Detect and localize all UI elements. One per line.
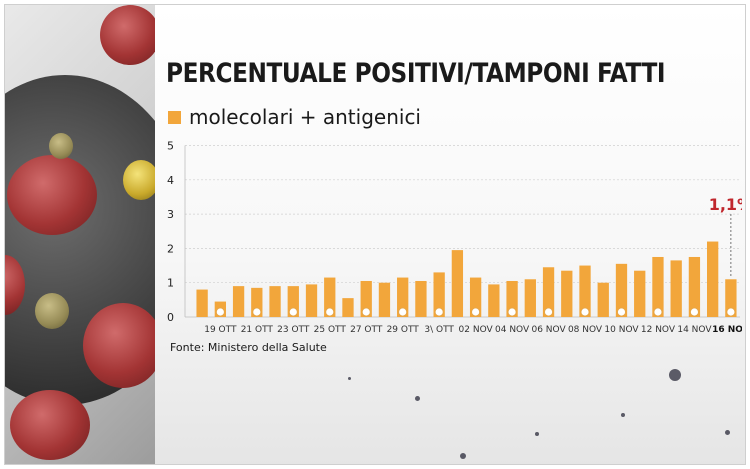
bar-marker	[252, 307, 262, 317]
spike-protein-icon	[49, 133, 73, 159]
x-tick-label: 19 OTT	[204, 325, 237, 335]
bar	[378, 282, 391, 317]
bar-marker	[398, 307, 408, 317]
legend-label: molecolari + antigenici	[189, 105, 421, 129]
bar	[232, 286, 245, 317]
y-tick-label: 1	[167, 277, 174, 290]
bar-marker	[726, 307, 736, 317]
decorative-dot	[621, 413, 625, 417]
x-tick-label: 02 NOV	[459, 325, 494, 335]
x-tick-label: 21 OTT	[241, 325, 274, 335]
y-tick-label: 0	[167, 311, 174, 324]
spike-protein-icon	[35, 293, 69, 329]
x-tick-label: 23 OTT	[277, 325, 310, 335]
spike-protein-icon	[5, 255, 25, 315]
x-tick-label: 12 NOV	[641, 325, 676, 335]
x-tick-label: 04 NOV	[495, 325, 530, 335]
bar-marker	[617, 307, 626, 317]
bar-chart: 0 1 2 3 4 5 19 OTT 21 OTT 23 OTT 25 OTT 27 OTT 29 O…	[167, 140, 742, 336]
x-tick-label: 25 OTT	[314, 325, 347, 335]
bar	[397, 277, 409, 317]
y-tick-label: 4	[167, 174, 174, 187]
bar	[360, 280, 372, 317]
bar	[324, 277, 336, 317]
bar	[725, 279, 737, 317]
x-tick-label: 16 NOV	[712, 325, 742, 335]
bar-marker	[544, 307, 553, 317]
bar-marker	[580, 307, 590, 317]
spike-protein-icon	[83, 303, 155, 388]
bar	[469, 277, 482, 317]
bar	[706, 241, 719, 317]
bar	[615, 263, 628, 317]
bar	[342, 298, 354, 317]
decorative-dot	[348, 377, 351, 380]
bar	[433, 272, 445, 317]
bar	[251, 287, 263, 317]
bar	[670, 260, 682, 317]
x-tick-label: 08 NOV	[568, 325, 603, 335]
bar	[287, 286, 299, 317]
bar-marker	[653, 307, 663, 317]
bar-marker	[690, 307, 699, 317]
bar-marker	[361, 307, 371, 317]
bar-marker	[288, 307, 298, 317]
x-tick-label: 10 NOV	[604, 325, 639, 335]
y-tick-label: 5	[167, 140, 174, 153]
bar	[561, 270, 573, 317]
bar-marker	[507, 307, 517, 317]
bar	[579, 265, 591, 317]
bar	[597, 282, 609, 317]
decorative-dot	[460, 453, 466, 459]
x-tick-label: 06 NOV	[531, 325, 566, 335]
x-tick-label: 14 NOV	[677, 325, 712, 335]
chart-title: PERCENTUALE POSITIVI/TAMPONI FATTI	[166, 58, 666, 89]
legend-swatch	[168, 110, 181, 124]
image-frame	[4, 4, 746, 465]
bar	[415, 280, 427, 317]
virus-photo	[5, 5, 155, 464]
bar	[524, 279, 536, 317]
bar	[634, 270, 646, 317]
spike-protein-icon	[123, 160, 155, 200]
bar-marker	[434, 307, 444, 317]
y-tick-label: 3	[167, 208, 174, 221]
decorative-dot	[415, 396, 420, 401]
bar	[542, 267, 555, 317]
bar	[652, 256, 664, 317]
chart-legend: molecolari + antigenici	[168, 105, 421, 129]
decorative-dot	[669, 369, 681, 381]
annotation-label: 1,1%	[709, 195, 742, 214]
bar-marker	[471, 307, 481, 317]
bar	[688, 256, 701, 317]
bar	[269, 286, 281, 317]
y-tick-label: 2	[167, 242, 174, 255]
bar	[451, 250, 464, 317]
decorative-dot	[535, 432, 539, 436]
bar	[196, 289, 208, 317]
x-tick-label: 29 OTT	[387, 325, 420, 335]
bar	[506, 280, 518, 317]
bar	[488, 284, 500, 317]
decorative-dot	[725, 430, 730, 435]
spike-protein-icon	[100, 5, 155, 65]
chart-panel	[155, 5, 745, 464]
bar-marker	[325, 307, 335, 317]
x-tick-label: 3\ OTT	[424, 325, 454, 335]
bar	[305, 284, 318, 317]
spike-protein-icon	[10, 390, 90, 460]
bar-marker	[215, 307, 225, 317]
source-note: Fonte: Ministero della Salute	[170, 341, 327, 354]
x-tick-label: 27 OTT	[350, 325, 383, 335]
spike-protein-icon	[7, 155, 97, 235]
